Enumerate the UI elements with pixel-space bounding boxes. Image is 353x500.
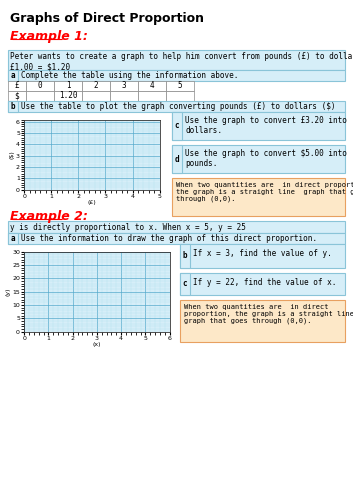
FancyBboxPatch shape <box>8 233 345 244</box>
FancyBboxPatch shape <box>8 233 18 244</box>
Text: $: $ <box>15 92 19 100</box>
FancyBboxPatch shape <box>180 273 345 295</box>
FancyBboxPatch shape <box>82 91 110 101</box>
FancyBboxPatch shape <box>180 300 345 342</box>
Text: £: £ <box>15 82 19 90</box>
Text: Example 1:: Example 1: <box>10 30 88 43</box>
FancyBboxPatch shape <box>138 91 166 101</box>
Text: a: a <box>11 71 15 80</box>
Text: If y = 22, find the value of x.: If y = 22, find the value of x. <box>193 278 336 287</box>
FancyBboxPatch shape <box>180 244 345 268</box>
FancyBboxPatch shape <box>172 145 182 173</box>
FancyBboxPatch shape <box>172 178 345 216</box>
Text: 3: 3 <box>122 82 126 90</box>
Text: Complete the table using the information above.: Complete the table using the information… <box>21 71 238 80</box>
Text: Use the graph to convert $5.00 into
pounds.: Use the graph to convert $5.00 into poun… <box>185 149 347 169</box>
Text: 1.20: 1.20 <box>59 92 77 100</box>
Text: Peter wants to create a graph to help him convert from pounds (£) to dollars ($): Peter wants to create a graph to help hi… <box>10 52 353 72</box>
FancyBboxPatch shape <box>138 81 166 91</box>
Text: 2: 2 <box>94 82 98 90</box>
FancyBboxPatch shape <box>8 70 18 81</box>
Text: y is directly proportional to x. When x = 5, y = 25: y is directly proportional to x. When x … <box>10 223 246 232</box>
FancyBboxPatch shape <box>110 81 138 91</box>
Text: b: b <box>11 102 15 111</box>
FancyBboxPatch shape <box>172 145 345 173</box>
Text: 4: 4 <box>150 82 154 90</box>
FancyBboxPatch shape <box>166 91 194 101</box>
FancyBboxPatch shape <box>8 91 26 101</box>
Y-axis label: (y): (y) <box>6 287 11 296</box>
FancyBboxPatch shape <box>172 112 182 140</box>
FancyBboxPatch shape <box>110 91 138 101</box>
Text: b: b <box>183 252 187 260</box>
FancyBboxPatch shape <box>172 112 345 140</box>
FancyBboxPatch shape <box>8 101 18 112</box>
FancyBboxPatch shape <box>8 101 345 112</box>
Text: c: c <box>175 122 179 130</box>
FancyBboxPatch shape <box>8 221 345 233</box>
FancyBboxPatch shape <box>54 81 82 91</box>
Text: When two quantities are  in direct proportion,
the graph is a straight line  gra: When two quantities are in direct propor… <box>176 182 353 203</box>
Text: If x = 3, find the value of y.: If x = 3, find the value of y. <box>193 249 332 258</box>
FancyBboxPatch shape <box>180 273 190 295</box>
Text: Use the information to draw the graph of this direct proportion.: Use the information to draw the graph of… <box>21 234 317 243</box>
Text: When two quantities are  in direct
proportion, the graph is a straight line
grap: When two quantities are in direct propor… <box>184 304 353 324</box>
FancyBboxPatch shape <box>180 244 190 268</box>
FancyBboxPatch shape <box>8 50 345 70</box>
FancyBboxPatch shape <box>54 91 82 101</box>
Text: 1: 1 <box>66 82 70 90</box>
Text: Example 2:: Example 2: <box>10 210 88 223</box>
Text: 0: 0 <box>38 82 42 90</box>
FancyBboxPatch shape <box>82 81 110 91</box>
Y-axis label: ($): ($) <box>10 150 14 159</box>
Text: a: a <box>11 234 15 243</box>
FancyBboxPatch shape <box>8 70 345 81</box>
Text: Graphs of Direct Proportion: Graphs of Direct Proportion <box>10 12 204 25</box>
X-axis label: (x): (x) <box>92 342 101 347</box>
FancyBboxPatch shape <box>8 81 26 91</box>
Text: Use the graph to convert £3.20 into
dollars.: Use the graph to convert £3.20 into doll… <box>185 116 347 136</box>
Text: Use the table to plot the graph converting pounds (£) to dollars ($): Use the table to plot the graph converti… <box>21 102 335 111</box>
FancyBboxPatch shape <box>26 81 54 91</box>
Text: c: c <box>183 280 187 288</box>
X-axis label: (£): (£) <box>88 200 96 205</box>
FancyBboxPatch shape <box>166 81 194 91</box>
Text: 5: 5 <box>178 82 182 90</box>
FancyBboxPatch shape <box>26 91 54 101</box>
Text: d: d <box>175 154 179 164</box>
